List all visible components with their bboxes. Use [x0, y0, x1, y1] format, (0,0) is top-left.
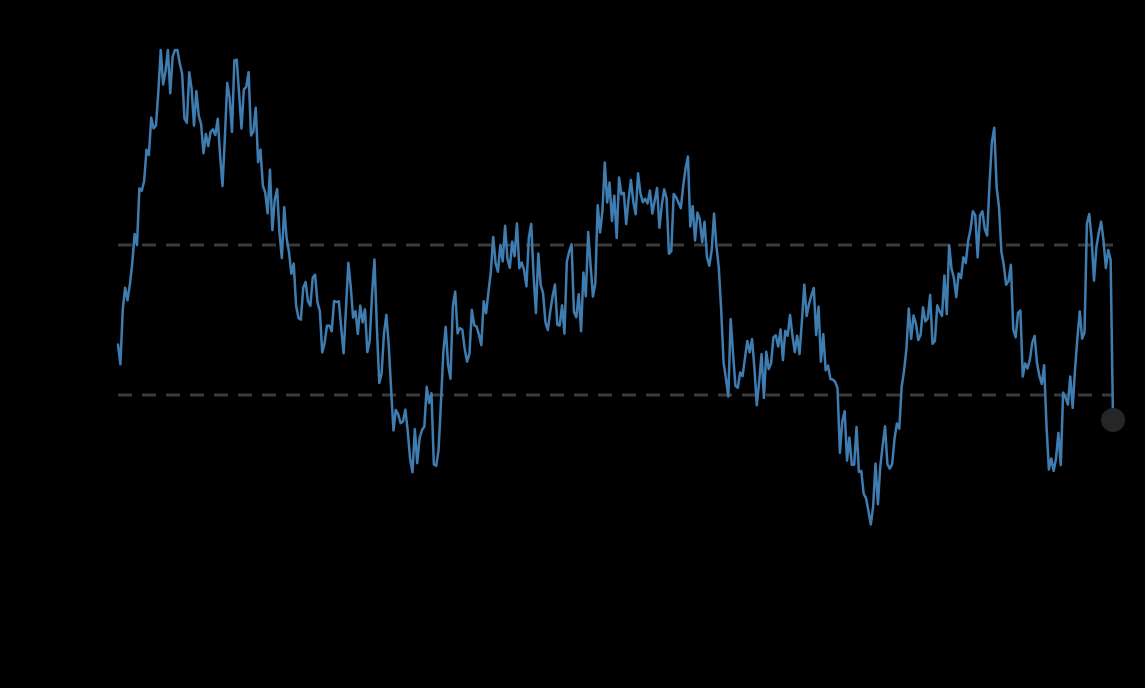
data-series-group: [118, 50, 1113, 524]
final-value-marker[interactable]: [1101, 408, 1125, 432]
threshold-lines-group: [118, 245, 1113, 395]
data-series-line[interactable]: [118, 50, 1113, 524]
line-chart-svg: [0, 0, 1145, 688]
chart-container: [0, 0, 1145, 688]
